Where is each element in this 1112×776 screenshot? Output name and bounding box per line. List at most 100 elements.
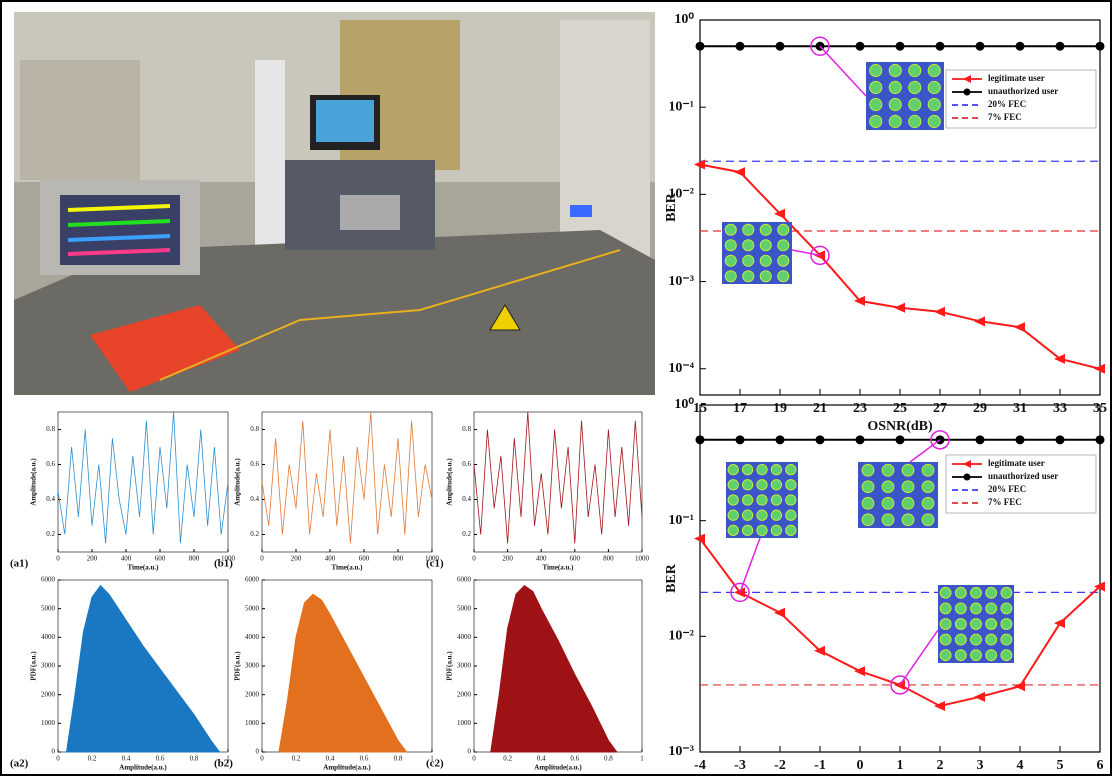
y-tick-label: 0.8 — [462, 425, 471, 433]
constellation-dot — [908, 80, 922, 95]
constellation-dot — [756, 463, 768, 476]
x-tick-label: 600 — [155, 555, 166, 563]
constellation-dot — [742, 254, 755, 267]
point — [694, 533, 705, 544]
constellation-dot — [985, 618, 998, 630]
pdf-area — [65, 584, 221, 753]
y-tick-label: 3000 — [245, 662, 260, 670]
y-tick-label: 0.6 — [46, 460, 55, 468]
y-tick-label: 6000 — [457, 576, 472, 584]
x-tick-label: 0 — [56, 555, 60, 563]
constellation-dot — [770, 509, 783, 521]
constellation-dot — [985, 649, 998, 662]
point — [1054, 618, 1065, 629]
y-axis-label: Amplitude(a.u.) — [30, 458, 38, 506]
legend-marker — [963, 75, 971, 83]
point — [774, 208, 785, 219]
x-tick-label: 0.4 — [326, 755, 335, 763]
x-tick-label: 29 — [973, 401, 987, 416]
x-tick-label: 0 — [260, 555, 264, 563]
panel-label: (a2) — [10, 758, 29, 770]
highlight-arrow — [739, 537, 761, 593]
point — [735, 41, 745, 51]
constellation-dot — [777, 270, 790, 283]
constellation-dot — [777, 223, 790, 236]
x-tick-label: 5 — [1057, 758, 1064, 773]
constellation-dot — [901, 496, 915, 510]
panel-label: (b1) — [214, 558, 233, 570]
point — [854, 666, 865, 677]
point — [895, 435, 905, 445]
constellation-dot — [869, 114, 883, 129]
y-tick-label: 0.8 — [46, 425, 55, 433]
x-tick-label: 27 — [933, 401, 947, 416]
y-tick-label: 10⁻³ — [668, 744, 694, 759]
point — [735, 435, 745, 445]
constellation-dot — [724, 270, 737, 283]
x-tick-label: 2 — [937, 758, 944, 773]
constellation-dot — [724, 223, 737, 236]
legend-marker — [963, 88, 971, 96]
x-tick-label: 3 — [977, 758, 984, 773]
legend-label: legitimate user — [988, 458, 1045, 468]
x-tick-label: 0 — [472, 755, 476, 763]
y-axis-label: BER — [664, 563, 679, 593]
pdf-area — [490, 585, 618, 753]
y-axis-label: Amplitude(a.u.) — [446, 458, 454, 506]
x-tick-label: -2 — [774, 758, 786, 773]
constellation-dot — [901, 480, 915, 494]
legend-label: unauthorized user — [988, 86, 1058, 96]
point — [975, 41, 985, 51]
lab-photo — [14, 12, 655, 395]
point — [855, 41, 865, 51]
y-axis-label: Amplitude(a.u.) — [234, 458, 242, 506]
constellation-dot — [1000, 586, 1013, 599]
point — [694, 159, 705, 170]
point — [1094, 363, 1105, 374]
point — [1055, 41, 1065, 51]
constellation-dot — [1000, 618, 1013, 630]
constellation-dot — [742, 223, 755, 236]
constellation-dot — [727, 463, 739, 476]
constellation-dot — [756, 494, 768, 506]
constellation-dot — [759, 270, 772, 283]
y-tick-label: 0.2 — [250, 530, 259, 538]
constellation-dot — [1000, 633, 1013, 646]
series-line — [261, 411, 433, 544]
constellation-dot — [939, 602, 952, 615]
y-tick-label: 3000 — [41, 662, 56, 670]
point — [934, 306, 945, 317]
x-tick-label: 0 — [56, 755, 60, 763]
point — [854, 295, 865, 306]
point — [695, 435, 705, 445]
constellation-dot — [1000, 602, 1013, 615]
highlight-ring — [730, 582, 750, 603]
constellation-dot — [727, 479, 739, 491]
x-tick-label: 0.8 — [604, 755, 613, 763]
x-tick-label: 400 — [325, 555, 336, 563]
x-tick-label: 1 — [430, 755, 434, 763]
point — [1054, 353, 1065, 364]
constellation-dot — [741, 509, 754, 521]
constellation-dot — [970, 602, 982, 615]
highlight-arrow — [819, 45, 867, 97]
constellation-dot — [741, 479, 754, 491]
y-tick-label: 10⁰ — [674, 397, 694, 412]
constellation-dot — [861, 513, 875, 527]
y-tick-label: 2000 — [245, 690, 260, 698]
y-tick-label: 2000 — [41, 690, 56, 698]
y-tick-label: 4000 — [245, 633, 260, 641]
y-tick-label: 10⁻¹ — [668, 99, 694, 114]
point — [935, 41, 945, 51]
y-tick-label: 5000 — [41, 604, 56, 612]
constellation-dot — [970, 586, 982, 599]
legend-label: 7% FEC — [988, 112, 1022, 122]
y-tick-label: 4000 — [457, 633, 472, 641]
constellation-dot — [861, 496, 875, 510]
constellation-dot — [927, 63, 941, 78]
y-tick-label: 0.8 — [250, 425, 259, 433]
x-tick-label: 0.8 — [394, 755, 403, 763]
point — [975, 435, 985, 445]
constellation-dot — [921, 463, 935, 477]
x-tick-label: 21 — [813, 401, 827, 416]
